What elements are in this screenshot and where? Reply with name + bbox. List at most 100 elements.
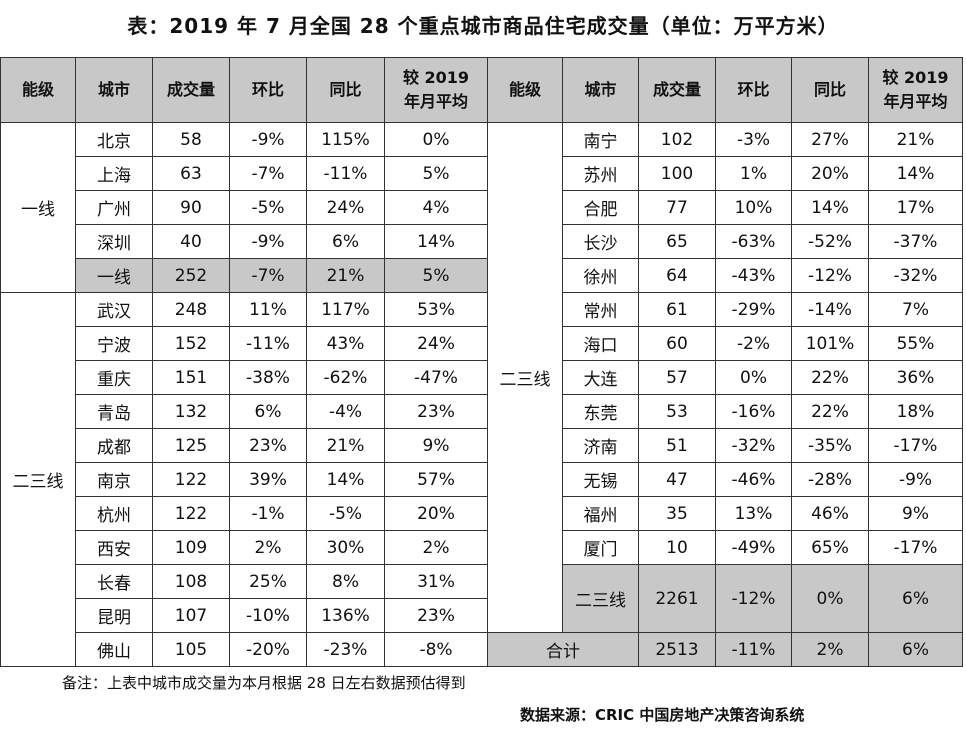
left-city-cell: 深圳 <box>75 224 153 259</box>
right-avg-cell: -32% <box>868 258 963 293</box>
left-volume-cell: 105 <box>152 632 230 667</box>
left-volume-cell: 90 <box>152 190 230 225</box>
right-city-cell: 常州 <box>562 292 639 327</box>
right-volume-cell: 77 <box>638 190 716 225</box>
left-avg-cell: 5% <box>384 156 488 191</box>
table-row: 一线 252 -7% 21% 5% 徐州 64 -43% -12% -32% <box>1 258 963 293</box>
right-mom-cell: -29% <box>715 292 792 327</box>
left-mom-cell: 39% <box>229 462 307 497</box>
left-avg-cell: 31% <box>384 564 488 599</box>
left-mom-cell: -1% <box>229 496 307 531</box>
right-volume-cell: 10 <box>638 530 716 565</box>
left-city-cell: 广州 <box>75 190 153 225</box>
right-mom-cell: 1% <box>715 156 792 191</box>
right-yoy-cell: 22% <box>791 360 869 395</box>
total-avg-cell: 6% <box>868 632 963 667</box>
left-yoy-cell: -11% <box>306 156 385 191</box>
left-yoy-cell: -23% <box>306 632 385 667</box>
left-city-cell: 昆明 <box>75 598 153 633</box>
left-city-cell: 佛山 <box>75 632 153 667</box>
right-mom-cell: -46% <box>715 462 792 497</box>
left-yoy-cell: 21% <box>306 258 385 293</box>
header-mom: 环比 <box>229 57 307 123</box>
table-row: 重庆 151 -38% -62% -47% 大连 57 0% 22% 36% <box>1 360 963 395</box>
right-city-cell: 长沙 <box>562 224 639 259</box>
left-avg-cell: 24% <box>384 326 488 361</box>
total-yoy-cell: 2% <box>791 632 869 667</box>
left-mom-cell: -5% <box>229 190 307 225</box>
left-yoy-cell: 117% <box>306 292 385 327</box>
left-mom-cell: -9% <box>229 224 307 259</box>
level-tier23-left: 二三线 <box>0 292 76 667</box>
right-yoy-cell: -28% <box>791 462 869 497</box>
right-avg-cell: 14% <box>868 156 963 191</box>
right-mom-cell: -2% <box>715 326 792 361</box>
left-volume-cell: 109 <box>152 530 230 565</box>
header-vs-avg: 较 2019 年月平均 <box>384 57 488 123</box>
left-city-cell: 成都 <box>75 428 153 463</box>
left-yoy-cell: 24% <box>306 190 385 225</box>
left-volume-cell: 125 <box>152 428 230 463</box>
left-mom-cell: -20% <box>229 632 307 667</box>
left-volume-cell: 248 <box>152 292 230 327</box>
header-yoy-right: 同比 <box>791 57 869 123</box>
right-volume-cell: 47 <box>638 462 716 497</box>
left-mom-cell: 6% <box>229 394 307 429</box>
left-city-cell: 西安 <box>75 530 153 565</box>
right-city-cell: 厦门 <box>562 530 639 565</box>
left-mom-cell: 23% <box>229 428 307 463</box>
table-body: 一线 北京 58 -9% 115% 0% 二三线 南宁 102 -3% 27% 21% 上海 63 -7% -… <box>0 122 963 667</box>
right-volume-cell: 100 <box>638 156 716 191</box>
left-mom-cell: -7% <box>229 156 307 191</box>
table-row: 佛山 105 -20% -23% -8% 合计 2513 -11% 2% 6% <box>1 632 963 667</box>
table-row: 宁波 152 -11% 43% 24% 海口 60 -2% 101% 55% <box>1 326 963 361</box>
left-volume-cell: 151 <box>152 360 230 395</box>
table-row: 昆明 107 -10% 136% 23% <box>1 598 963 633</box>
right-mom-cell: 0% <box>715 360 792 395</box>
header-vs-avg-right-line2: 年月平均 <box>883 92 948 111</box>
right-mom-cell: 10% <box>715 190 792 225</box>
table-row: 二三线 武汉 248 11% 117% 53% 常州 61 -29% -14% 7% <box>0 292 963 667</box>
right-mom-cell: -43% <box>715 258 792 293</box>
left-mom-cell: 25% <box>229 564 307 599</box>
right-city-cell: 东莞 <box>562 394 639 429</box>
right-yoy-cell: 46% <box>791 496 869 531</box>
left-volume-cell: 58 <box>152 122 230 157</box>
left-avg-cell: 23% <box>384 598 488 633</box>
right-city-cell: 合肥 <box>562 190 639 225</box>
left-avg-cell: 4% <box>384 190 488 225</box>
right-city-cell: 苏州 <box>562 156 639 191</box>
level-tier23-right: 二三线 <box>487 122 563 633</box>
subtotal-yoy-cell: 0% <box>791 564 869 633</box>
right-volume-cell: 61 <box>638 292 716 327</box>
left-yoy-cell: 115% <box>306 122 385 157</box>
total-mom-cell: -11% <box>715 632 792 667</box>
left-avg-cell: 14% <box>384 224 488 259</box>
right-volume-cell: 35 <box>638 496 716 531</box>
right-avg-cell: 7% <box>868 292 963 327</box>
left-volume-cell: 107 <box>152 598 230 633</box>
right-volume-cell: 65 <box>638 224 716 259</box>
header-vs-avg-right: 较 2019 年月平均 <box>868 57 963 123</box>
left-avg-cell: 53% <box>384 292 488 327</box>
header-volume: 成交量 <box>152 57 230 123</box>
left-avg-cell: 0% <box>384 122 488 157</box>
header-volume-right: 成交量 <box>638 57 716 123</box>
left-city-cell: 北京 <box>75 122 153 157</box>
left-city-cell: 武汉 <box>75 292 153 327</box>
left-avg-cell: -8% <box>384 632 488 667</box>
right-yoy-cell: -35% <box>791 428 869 463</box>
data-source: 数据来源：CRIC 中国房地产决策咨询系统 <box>520 706 805 724</box>
left-city-cell: 南京 <box>75 462 153 497</box>
right-yoy-cell: -12% <box>791 258 869 293</box>
table-row: 西安 109 2% 30% 2% 厦门 10 -49% 65% -17% <box>1 530 963 565</box>
left-city-cell: 重庆 <box>75 360 153 395</box>
left-volume-cell: 122 <box>152 496 230 531</box>
left-city-cell: 长春 <box>75 564 153 599</box>
right-volume-cell: 60 <box>638 326 716 361</box>
right-volume-cell: 102 <box>638 122 716 157</box>
left-volume-cell: 40 <box>152 224 230 259</box>
right-avg-cell: -17% <box>868 530 963 565</box>
left-mom-cell: -10% <box>229 598 307 633</box>
right-volume-cell: 57 <box>638 360 716 395</box>
